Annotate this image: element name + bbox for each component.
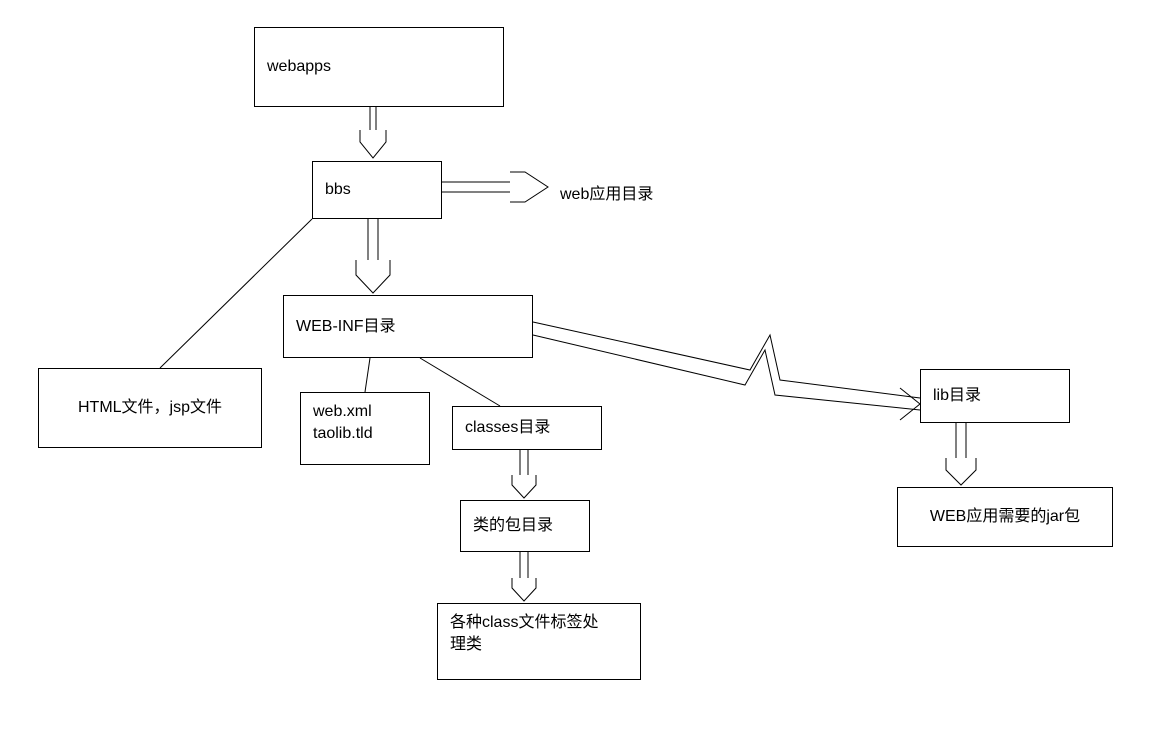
diagram-canvas: webapps bbs web应用目录 HTML文件，jsp文件 WEB-INF… — [0, 0, 1175, 748]
node-bbs: bbs — [312, 161, 442, 219]
node-label: HTML文件，jsp文件 — [78, 397, 222, 419]
node-lib: lib目录 — [920, 369, 1070, 423]
node-label-line1: web.xml — [313, 401, 429, 423]
node-package-dir: 类的包目录 — [460, 500, 590, 552]
node-label: lib目录 — [933, 385, 981, 407]
node-label: classes目录 — [465, 417, 550, 439]
node-webxml: web.xml taolib.tld — [300, 392, 430, 465]
node-class-files: 各种class文件标签处 理类 — [437, 603, 641, 680]
node-label: 类的包目录 — [473, 515, 553, 537]
node-label-line1: 各种class文件标签处 — [450, 612, 640, 634]
node-html-jsp: HTML文件，jsp文件 — [38, 368, 262, 448]
node-classes: classes目录 — [452, 406, 602, 450]
node-label: WEB应用需要的jar包 — [930, 506, 1080, 528]
node-webapps: webapps — [254, 27, 504, 107]
annotation-web-app-dir: web应用目录 — [560, 180, 653, 204]
node-label: WEB-INF目录 — [296, 316, 396, 338]
node-label: bbs — [325, 179, 351, 201]
node-jar: WEB应用需要的jar包 — [897, 487, 1113, 547]
node-label: webapps — [267, 56, 331, 78]
node-label-line2: taolib.tld — [313, 423, 429, 445]
node-label-line2: 理类 — [450, 634, 640, 656]
node-webinf: WEB-INF目录 — [283, 295, 533, 358]
